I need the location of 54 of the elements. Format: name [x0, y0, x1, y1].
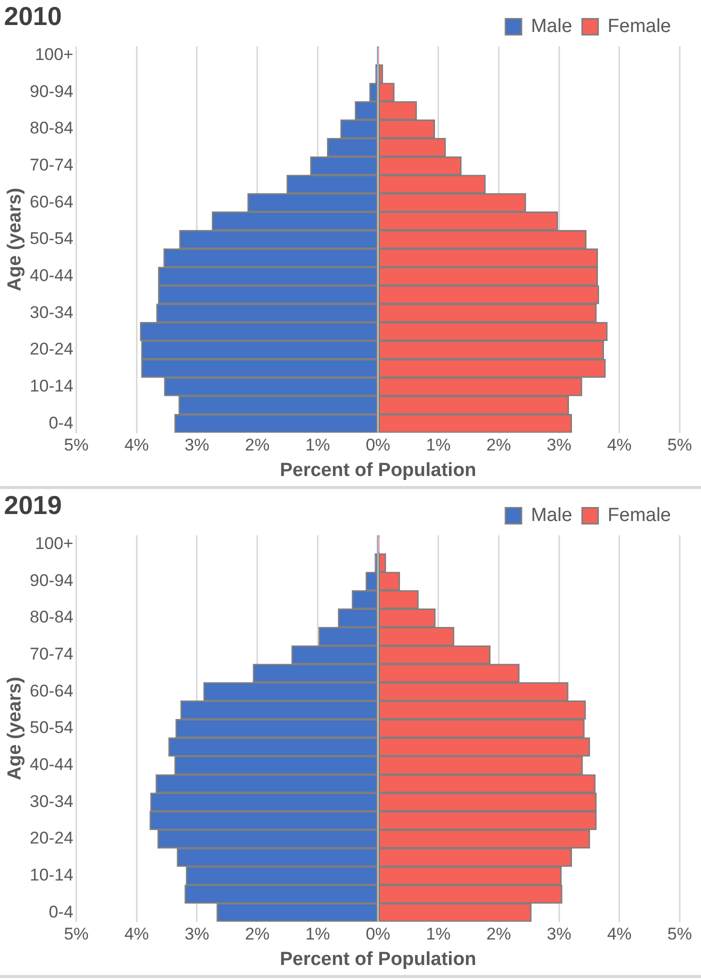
legend-label: Male: [530, 504, 572, 526]
x-tick-label: 2%: [245, 436, 270, 455]
x-axis-title: Percent of Population: [280, 460, 476, 481]
x-tick-label: 0%: [366, 924, 390, 944]
y-tick-label: 20-24: [30, 828, 74, 848]
chart-title: 2010: [4, 0, 62, 31]
y-tick-label: 70-74: [30, 644, 74, 664]
y-tick-label: 0-4: [48, 902, 74, 922]
y-axis-title: Age (years): [4, 676, 26, 780]
y-tick-label: 60-64: [30, 681, 74, 700]
y-tick-label: 40-44: [30, 755, 74, 774]
legend-label: Male: [530, 16, 572, 37]
x-tick-label: 5%: [667, 924, 692, 944]
y-tick-label: 90-94: [30, 570, 74, 590]
y-tick-label: 100+: [34, 45, 74, 64]
y-tick-label: 0-4: [48, 413, 74, 432]
legend-label: Female: [608, 504, 672, 526]
y-tick-label: 40-44: [30, 266, 74, 286]
x-tick-label: 3%: [546, 924, 572, 944]
x-tick-label: 2%: [486, 924, 511, 944]
x-tick-label: 1%: [426, 924, 451, 944]
y-tick-label: 30-34: [30, 792, 74, 811]
x-tick-label: 1%: [305, 924, 330, 944]
x-tick-label: 0%: [366, 436, 390, 455]
y-tick-label: 50-54: [30, 229, 74, 248]
x-axis-title: Percent of Population: [280, 948, 476, 970]
x-tick-label: 4%: [607, 924, 632, 944]
y-tick-label: 20-24: [30, 340, 74, 359]
x-tick-label: 1%: [305, 436, 330, 455]
y-tick-label: 30-34: [30, 302, 74, 322]
x-tick-label: 5%: [64, 436, 89, 455]
x-tick-label: 2%: [245, 924, 270, 944]
y-axis-title: Age (years): [4, 188, 26, 292]
x-tick-label: 4%: [124, 924, 149, 944]
y-tick-label: 100+: [34, 534, 74, 554]
x-tick-label: 3%: [184, 924, 210, 944]
y-tick-label: 80-84: [30, 118, 74, 138]
x-tick-label: 2%: [486, 436, 511, 455]
y-tick-label: 90-94: [30, 82, 74, 101]
y-tick-label: 50-54: [30, 718, 74, 738]
y-tick-label: 60-64: [30, 192, 74, 212]
x-tick-label: 4%: [124, 436, 149, 455]
x-tick-label: 5%: [64, 924, 89, 944]
legend-label: Female: [608, 16, 672, 37]
y-tick-label: 10-14: [30, 865, 74, 884]
x-tick-label: 5%: [667, 436, 692, 455]
x-tick-label: 3%: [546, 436, 572, 455]
y-tick-label: 80-84: [30, 608, 74, 627]
y-tick-label: 10-14: [30, 376, 74, 396]
y-tick-label: 70-74: [30, 156, 74, 175]
x-tick-label: 1%: [426, 436, 451, 455]
x-tick-label: 4%: [607, 436, 632, 455]
chart-title: 2019: [4, 490, 62, 520]
x-tick-label: 3%: [184, 436, 210, 455]
